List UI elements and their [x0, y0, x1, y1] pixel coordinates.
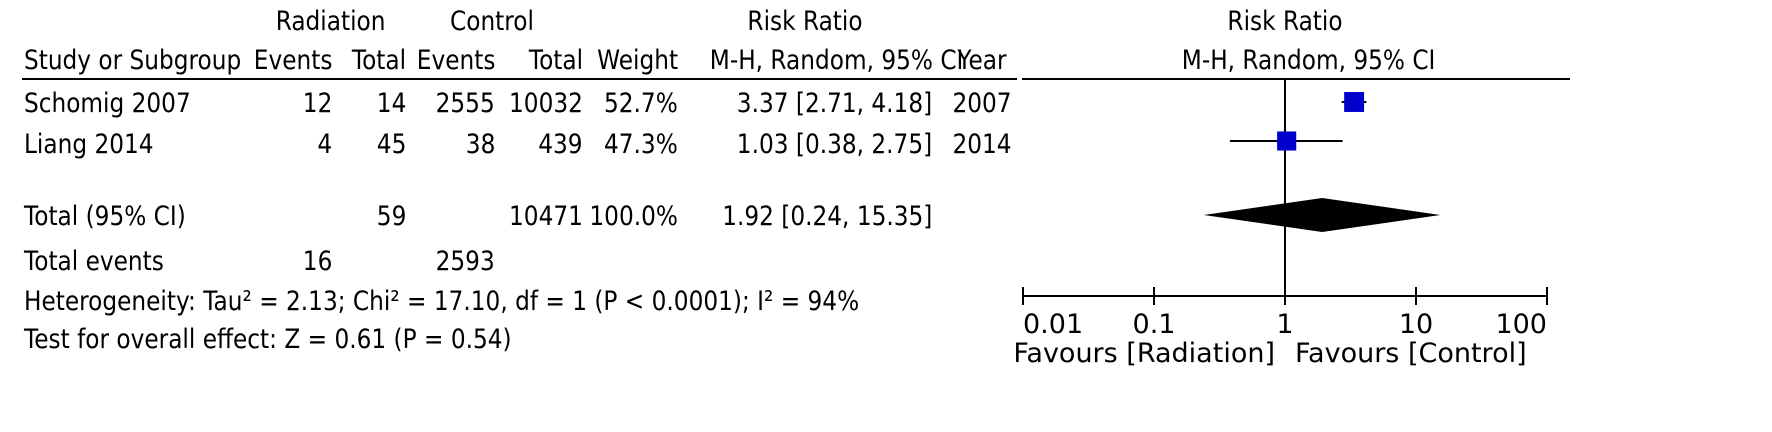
- study-name: Liang 2014: [24, 129, 154, 160]
- total-weight: 100.0%: [589, 201, 678, 232]
- study-total1: 45: [376, 129, 406, 160]
- study-weight: 52.7%: [604, 88, 678, 119]
- total-ci: 1.92 [0.24, 15.35]: [721, 201, 932, 232]
- favours-left-label: Favours [Radiation]: [1013, 338, 1275, 369]
- study-year: 2014: [952, 129, 1012, 160]
- total2-column-header: Total: [528, 45, 583, 76]
- study-events2: 38: [465, 129, 495, 160]
- overall-effect-text: Test for overall effect: Z = 0.61 (P = 0…: [24, 324, 512, 355]
- year-column-header: Year: [957, 45, 1007, 76]
- x-tick-label: 100: [1495, 309, 1547, 340]
- study-markers: [1229, 92, 1367, 151]
- events1-column-header: Events: [253, 45, 332, 76]
- x-tick-label: 0.01: [1023, 309, 1083, 340]
- total-events2: 2593: [435, 246, 495, 277]
- total-events-label: Total events: [24, 246, 164, 277]
- study-column-header: Study or Subgroup: [24, 45, 242, 76]
- study-events1: 4: [317, 129, 332, 160]
- study-weight: 47.3%: [604, 129, 678, 160]
- x-axis-ticks: 0.01 0.1 1 10 100: [1022, 287, 1548, 340]
- study-name: Schomig 2007: [24, 88, 191, 119]
- total-events1: 16: [302, 246, 332, 277]
- pooled-diamond: [1203, 198, 1441, 232]
- risk-ratio-table-header: Risk Ratio: [747, 6, 863, 37]
- total-total2: 10471: [509, 201, 583, 232]
- group2-header: Control: [450, 6, 534, 37]
- study-year: 2007: [952, 88, 1012, 119]
- study-point-estimate: [1277, 131, 1297, 151]
- table-header-rule: [22, 78, 1017, 80]
- study-events1: 12: [302, 88, 332, 119]
- risk-ratio-plot-header: Risk Ratio: [1227, 6, 1343, 37]
- total-total1: 59: [376, 201, 406, 232]
- x-tick-label: 0.1: [1133, 309, 1176, 340]
- study-total1: 14: [376, 88, 406, 119]
- weight-column-header: Weight: [597, 45, 678, 76]
- total-label: Total (95% CI): [24, 201, 186, 232]
- group1-header: Radiation: [275, 6, 386, 37]
- study-ci: 1.03 [0.38, 2.75]: [736, 129, 932, 160]
- heterogeneity-text: Heterogeneity: Tau² = 2.13; Chi² = 17.10…: [24, 286, 860, 317]
- study-ci: 3.37 [2.71, 4.18]: [736, 88, 932, 119]
- events2-column-header: Events: [416, 45, 495, 76]
- study-total2: 439: [538, 129, 583, 160]
- total1-column-header: Total: [351, 45, 406, 76]
- study-total2: 10032: [509, 88, 583, 119]
- x-tick-label: 1: [1276, 309, 1293, 340]
- study-point-estimate: [1344, 92, 1365, 112]
- plot-header-rule: [1022, 78, 1570, 80]
- study-events2: 2555: [435, 88, 495, 119]
- favours-right-label: Favours [Control]: [1295, 338, 1527, 369]
- x-tick-label: 10: [1399, 309, 1433, 340]
